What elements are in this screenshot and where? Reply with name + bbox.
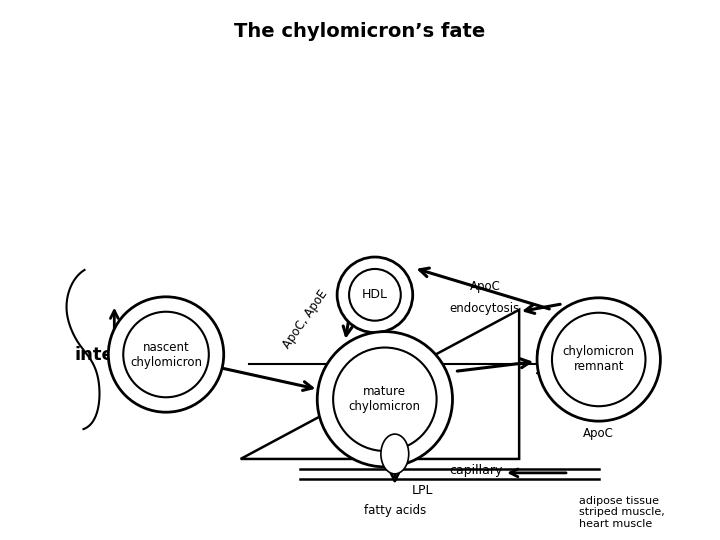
Circle shape (337, 257, 413, 333)
Circle shape (123, 312, 209, 397)
Text: ~: ~ (547, 348, 557, 362)
Text: ApoE: ApoE (537, 347, 547, 376)
Text: liver: liver (333, 425, 377, 443)
Circle shape (318, 332, 452, 467)
Circle shape (349, 269, 401, 321)
Ellipse shape (381, 434, 409, 474)
Text: intestine: intestine (74, 346, 164, 363)
Circle shape (108, 297, 224, 412)
Text: LPL: LPL (412, 484, 433, 497)
Text: The chylomicron’s fate: The chylomicron’s fate (235, 22, 485, 40)
Text: ApoC, ApoE: ApoC, ApoE (280, 288, 330, 352)
Text: nascent
chylomicron: nascent chylomicron (130, 341, 202, 368)
Text: HDL: HDL (362, 288, 388, 301)
Text: ApoC: ApoC (470, 280, 501, 293)
Text: ApoC: ApoC (583, 427, 614, 440)
Circle shape (333, 348, 436, 451)
Text: chylomicron
remnant: chylomicron remnant (563, 346, 635, 374)
Text: ApoE: ApoE (340, 392, 361, 421)
Text: fatty acids: fatty acids (364, 504, 426, 517)
Text: ApoE
receptor: ApoE receptor (555, 335, 602, 356)
Text: mature
chylomicron: mature chylomicron (349, 385, 421, 413)
Circle shape (537, 298, 660, 421)
Text: adipose tissue
striped muscle,
heart muscle: adipose tissue striped muscle, heart mus… (579, 496, 665, 529)
Text: endocytosis: endocytosis (449, 302, 520, 315)
Text: capillary: capillary (449, 464, 503, 477)
Circle shape (552, 313, 645, 406)
Text: ApoC: ApoC (375, 447, 405, 457)
